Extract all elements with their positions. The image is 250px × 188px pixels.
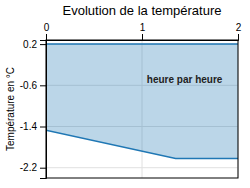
- tick-label: 0.2: [23, 39, 37, 50]
- tick: 2: [236, 22, 242, 40]
- tick-label: -0.6: [20, 80, 38, 91]
- tick: 0: [44, 22, 50, 40]
- tick-label: -2.2: [20, 162, 38, 173]
- tick-mark: [40, 168, 46, 169]
- y-axis: 0.2 -0.6 -1.4 -2.2: [20, 39, 47, 179]
- tick-mark: [46, 34, 47, 40]
- tick: 1: [140, 22, 146, 40]
- area: [46, 44, 238, 158]
- title: Evolution de la température: [63, 3, 222, 18]
- annotation: heure par heure: [147, 74, 223, 85]
- chart: 0.2 -0.6 -1.4 -2.2 0 1 2 heure par heure Evoluti…: [0, 0, 250, 188]
- grid: [46, 40, 238, 178]
- tick-label: -1.4: [20, 121, 38, 132]
- marks: [46, 44, 238, 158]
- frame: [46, 40, 238, 178]
- line: [46, 130, 238, 158]
- tick: 0.2: [23, 39, 46, 50]
- top-line: [46, 43, 238, 45]
- tick-label: 2: [236, 22, 242, 33]
- tick-mark: [40, 127, 46, 128]
- plot: 0.2 -0.6 -1.4 -2.2 0 1 2 heure par heure: [20, 22, 242, 179]
- axis-line: [47, 34, 239, 41]
- tick: -1.4: [20, 121, 46, 132]
- tick-mark: [40, 85, 46, 86]
- axis-line: [40, 41, 47, 179]
- tick-mark: [142, 34, 143, 40]
- tick-mark: [40, 44, 46, 45]
- x-axis: 0 1 2: [44, 22, 242, 41]
- tick: -0.6: [20, 80, 46, 91]
- tick-mark: [238, 34, 239, 40]
- y-label: Température en °C: [5, 67, 16, 151]
- tick-label: 1: [140, 22, 146, 33]
- grid-line: [46, 44, 238, 45]
- tick: -2.2: [20, 162, 46, 173]
- tick-label: 0: [44, 22, 50, 33]
